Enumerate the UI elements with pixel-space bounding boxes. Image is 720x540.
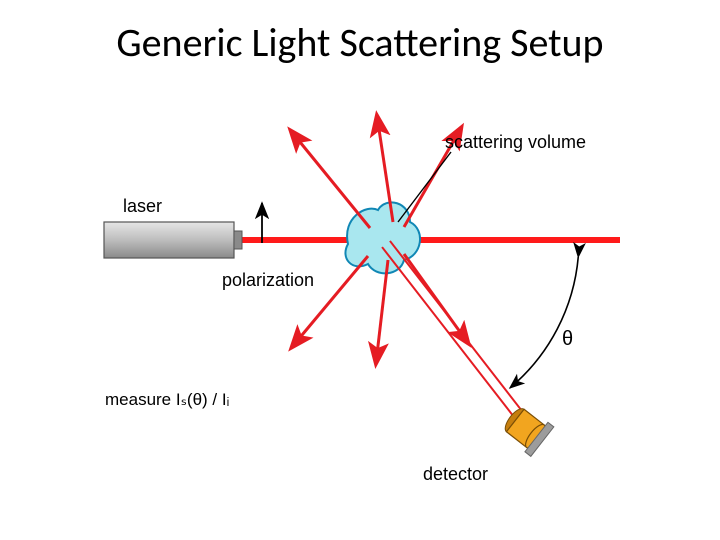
detector-beam [382,247,521,426]
angle-arc [510,257,578,388]
label-measure: measure Iₛ(θ) / Iᵢ [105,390,229,409]
laser-aperture [234,231,242,249]
label-theta: θ [562,328,573,350]
scatter-arrow [376,260,388,363]
label-detector: detector [423,464,488,484]
label-scattering-volume: scattering volume [445,132,586,152]
scattering-volume-pointer [398,152,451,222]
laser-body [104,222,234,258]
scatter-arrow [291,131,370,228]
detector [499,402,554,456]
label-laser: laser [123,196,162,216]
scattering-diagram: laser polarization scattering volume detect… [0,0,720,540]
detector-beam [390,241,529,420]
label-polarization: polarization [222,270,314,290]
